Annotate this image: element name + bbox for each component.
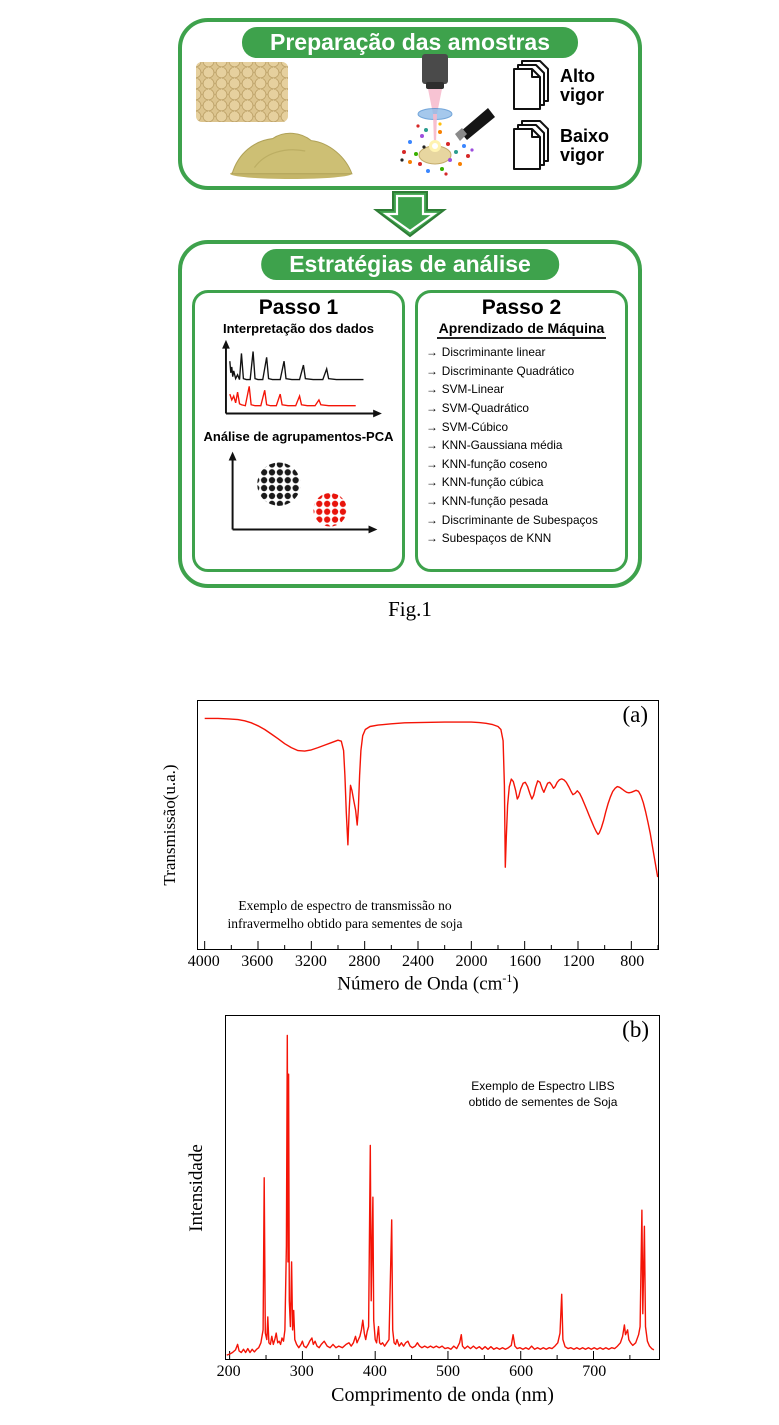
soy-flour-photo	[224, 122, 358, 180]
x-tick-label: 3200	[294, 953, 327, 970]
x-tick-label: 700	[582, 1363, 607, 1380]
machine-learning-label: Aprendizado de Máquina	[436, 320, 607, 339]
x-tick-label: 200	[216, 1363, 241, 1380]
x-tick-label: 600	[509, 1363, 534, 1380]
sample-preparation-title: Preparação das amostras	[242, 27, 578, 58]
x-tick-label: 4000	[187, 953, 220, 970]
x-tick-label: 2000	[455, 953, 488, 970]
ml-method-item: → KNN-função coseno	[426, 455, 619, 474]
ml-method-label: KNN-função coseno	[441, 456, 548, 471]
libs-annotation: Exemplo de Espectro LIBS obtido de semen…	[468, 1079, 618, 1110]
arrow-right-icon: →	[426, 438, 438, 453]
ml-method-label: KNN-função cúbica	[441, 475, 544, 490]
libs-x-ticks: 200 300 400 500 600 700	[217, 1363, 660, 1381]
arrow-right-icon: →	[426, 363, 438, 378]
x-tick-label: 1600	[509, 953, 542, 970]
ml-method-label: KNN-função pesada	[441, 494, 549, 508]
data-interpretation-label: Interpretação dos dados	[223, 321, 374, 336]
x-tick-label: 1200	[562, 953, 595, 970]
black-spectrum-line	[229, 351, 364, 381]
ml-method-item: → Subespaços de KNN	[426, 529, 619, 548]
red-cluster	[313, 493, 347, 527]
ml-method-label: SVM-Linear	[441, 382, 505, 397]
baixo-vigor-group: Baixo vigor	[510, 118, 620, 174]
arrow-right-icon: →	[426, 382, 438, 397]
powder-image	[230, 132, 353, 179]
ml-method-label: SVM-Cúbico	[441, 419, 509, 434]
ml-method-item: → SVM-Linear	[426, 380, 619, 399]
libs-y-axis-label: Intensidade	[186, 1144, 207, 1232]
ml-method-label: KNN-Gaussiana média	[441, 438, 563, 453]
ml-method-item: → Discriminante Quadrático	[426, 362, 619, 381]
x-tick-label: 800	[620, 953, 645, 970]
laser-ablation-illustration	[376, 52, 496, 184]
arrow-right-icon: →	[426, 400, 438, 415]
libs-x-axis-label: Comprimento de onda (nm)	[331, 1384, 554, 1406]
arrow-right-icon: →	[426, 475, 438, 490]
laser-ablation-image	[400, 54, 495, 176]
ml-method-label: Discriminante de Subespaços	[441, 512, 598, 527]
ftir-x-axis-label: Número de Onda (cm-1)	[337, 971, 519, 995]
ml-method-item: → SVM-Quadrático	[426, 399, 619, 418]
black-cluster	[257, 462, 301, 506]
ftir-y-axis-label: Transmissão(u.a.)	[160, 764, 179, 886]
arrow-right-icon: →	[426, 512, 438, 527]
arrow-right-icon: →	[426, 419, 438, 434]
ml-method-label: Discriminante linear	[441, 345, 546, 359]
libs-spectrum-plot	[226, 1034, 655, 1359]
documents-stack-icon	[513, 120, 549, 170]
documents-stack-icon	[513, 60, 549, 110]
arrow-right-icon: →	[426, 531, 438, 546]
ml-method-item: → KNN-Gaussiana média	[426, 436, 619, 455]
alto-vigor-group: Alto vigor	[510, 58, 620, 114]
passo1-panel: Passo 1 Interpretação dos dados Análise …	[192, 290, 405, 572]
ml-method-item: → SVM-Cúbico	[426, 418, 619, 437]
soybeans-photo	[196, 62, 288, 122]
alto-vigor-label: Alto vigor	[560, 66, 605, 105]
ml-method-item: → Discriminante de Subespaços	[426, 511, 619, 530]
figure-caption: Fig.1	[388, 597, 432, 621]
arrow-right-icon: →	[426, 494, 438, 508]
pca-cluster-sketch	[228, 451, 378, 534]
ftir-x-ticks: 4000 3600 3200 2800 2400 2000 1600 1200 800	[188, 953, 659, 971]
ftir-chart: (a)	[197, 700, 659, 950]
red-spectrum-line	[229, 386, 356, 407]
ml-method-label: SVM-Quadrático	[441, 400, 529, 415]
pca-clustering-label: Análise de agrupamentos-PCA	[203, 429, 394, 444]
libs-chart: (b)	[225, 1015, 660, 1360]
arrow-right-icon: →	[426, 456, 438, 471]
vigor-groups: Alto vigor Baixo vigor	[510, 58, 620, 174]
ml-method-item: → KNN-função pesada	[426, 492, 619, 511]
x-tick-label: 2400	[401, 953, 434, 970]
panel-b-label: (b)	[622, 1017, 649, 1042]
soybeans-image	[196, 62, 288, 122]
analysis-strategies-box: Estratégias de análise Passo 1 Interpret…	[178, 240, 642, 588]
ml-method-label: Subespaços de KNN	[441, 531, 552, 546]
ml-method-item: → Discriminante linear	[426, 343, 619, 362]
x-tick-label: 300	[289, 1363, 314, 1380]
analysis-strategies-title: Estratégias de análise	[261, 249, 559, 280]
baixo-vigor-label: Baixo vigor	[560, 126, 610, 165]
x-tick-label: 400	[362, 1363, 387, 1380]
plasma-sparks	[400, 122, 474, 176]
x-tick-label: 500	[435, 1363, 460, 1380]
passo2-panel: Passo 2 Aprendizado de Máquina → Discrimi…	[415, 290, 628, 572]
strategy-panels: Passo 1 Interpretação dos dados Análise …	[192, 290, 628, 572]
down-arrow-icon	[373, 191, 447, 238]
spectra-sketch	[221, 339, 382, 418]
ml-method-item: → KNN-função cúbica	[426, 473, 619, 492]
ml-method-label: Discriminante Quadrático	[441, 363, 575, 378]
arrow-right-icon: →	[426, 345, 438, 359]
ftir-spectrum-plot	[204, 717, 658, 949]
passo1-title: Passo 1	[258, 296, 339, 319]
x-tick-label: 2800	[348, 953, 381, 970]
x-tick-label: 3600	[241, 953, 274, 970]
sample-preparation-box: Preparação das amostras	[178, 18, 642, 190]
panel-a-label: (a)	[622, 702, 648, 727]
ml-methods-list: → Discriminante linear → Discriminante Quad…	[424, 343, 619, 548]
passo2-title: Passo 2	[481, 296, 562, 319]
ftir-annotation: Exemplo de espectro de transmissão no in…	[227, 898, 463, 932]
